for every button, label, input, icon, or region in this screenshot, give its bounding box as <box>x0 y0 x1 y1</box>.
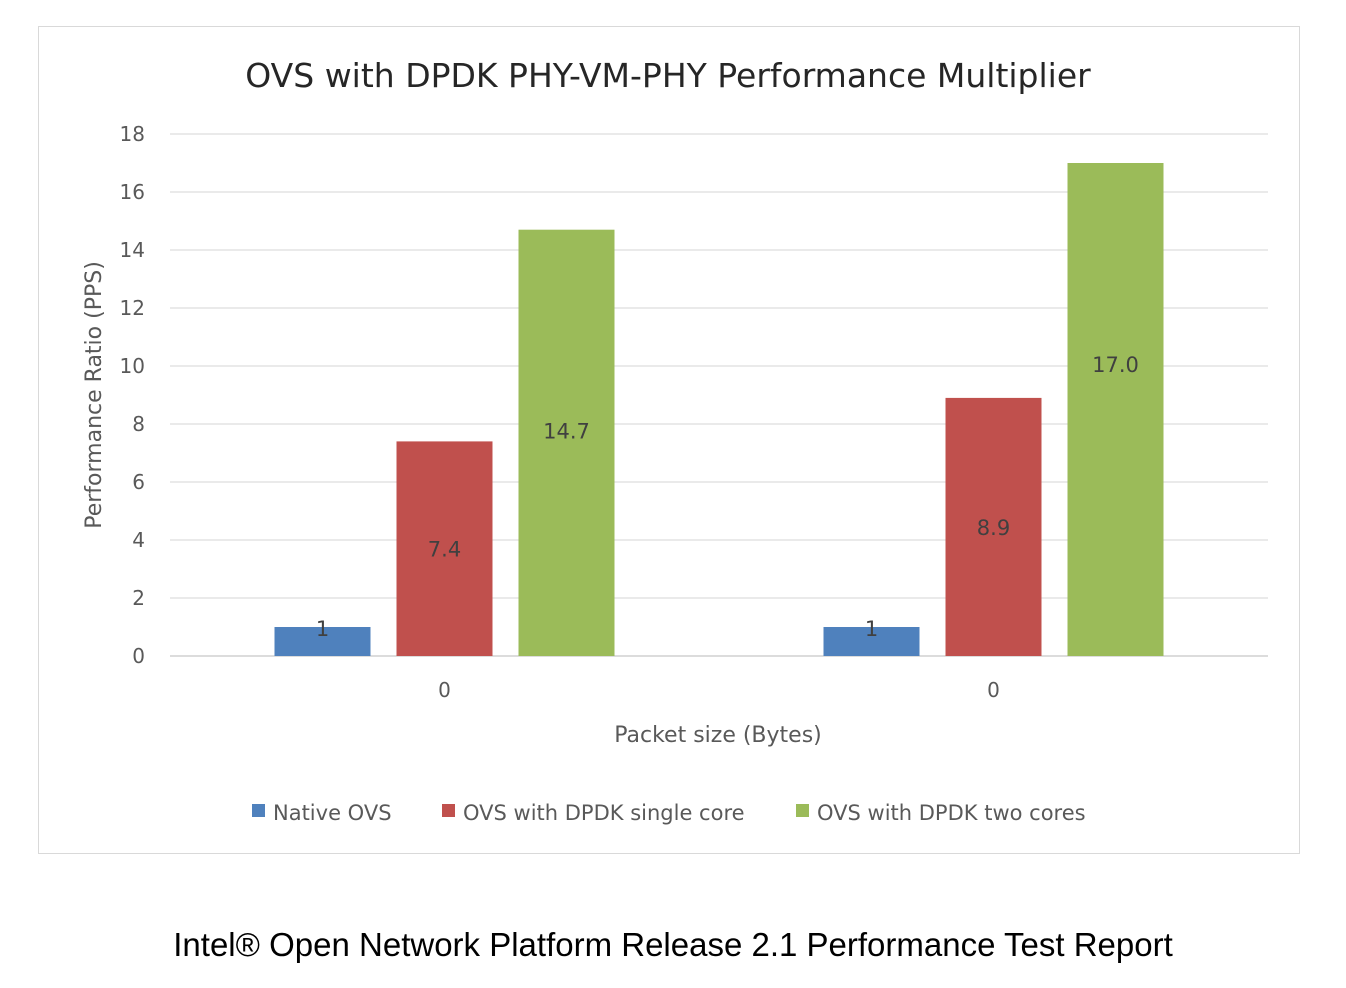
y-tick-label: 14 <box>120 238 145 262</box>
bar <box>518 229 615 656</box>
data-label: 17.0 <box>1092 353 1139 377</box>
y-tick-label: 2 <box>132 586 145 610</box>
bar <box>1067 163 1164 656</box>
legend: Native OVS OVS with DPDK single core OVS w… <box>252 801 1086 825</box>
y-tick-label: 6 <box>132 470 145 494</box>
legend-swatch <box>796 804 809 817</box>
bar <box>945 397 1042 656</box>
data-label: 7.4 <box>428 538 461 562</box>
y-tick-label: 16 <box>120 180 145 204</box>
bars: 1 7.4 14.7 1 8.9 17.0 <box>274 163 1164 656</box>
x-tick-label: 0 <box>438 678 451 702</box>
bar <box>396 441 493 656</box>
y-tick-label: 10 <box>120 354 145 378</box>
bar <box>823 627 920 656</box>
figure-caption: Intel® Open Network Platform Release 2.1… <box>173 926 1173 963</box>
legend-swatch <box>252 804 265 817</box>
bar <box>274 627 371 656</box>
y-axis-ticks: 0 2 4 6 8 10 12 14 16 18 <box>120 122 145 668</box>
x-axis-label: Packet size (Bytes) <box>614 723 822 748</box>
y-axis-label: Performance Ratio (PPS) <box>82 261 107 529</box>
y-tick-label: 8 <box>132 412 145 436</box>
data-label: 8.9 <box>977 516 1010 540</box>
y-tick-label: 18 <box>120 122 145 146</box>
y-tick-label: 12 <box>120 296 145 320</box>
chart-title: OVS with DPDK PHY-VM-PHY Performance Mul… <box>245 56 1091 95</box>
data-label: 1 <box>316 617 329 641</box>
data-label: 1 <box>865 617 878 641</box>
legend-label: OVS with DPDK single core <box>463 801 745 825</box>
chart: OVS with DPDK PHY-VM-PHY Performance Mul… <box>38 26 1300 854</box>
x-tick-label: 0 <box>987 678 1000 702</box>
data-label: 14.7 <box>543 420 590 444</box>
legend-swatch <box>442 804 455 817</box>
y-tick-label: 4 <box>132 528 145 552</box>
legend-label: Native OVS <box>273 801 392 825</box>
y-tick-label: 0 <box>132 644 145 668</box>
legend-label: OVS with DPDK two cores <box>817 801 1086 825</box>
